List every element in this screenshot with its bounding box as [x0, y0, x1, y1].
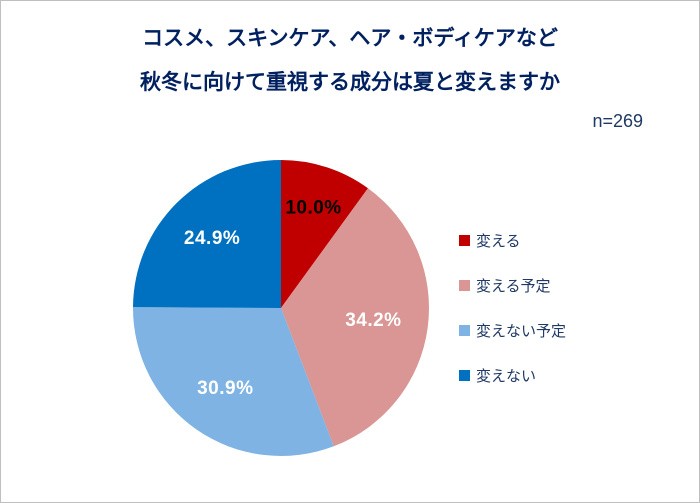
legend-label-変える予定: 変える予定 — [476, 278, 551, 295]
pie-slice-変える — [281, 160, 368, 308]
legend-item-変える: 変える — [459, 231, 566, 250]
pie-value-label-変えない予定: 30.9% — [197, 378, 253, 399]
chart-title-line1: コスメ、スキンケア、ヘア・ボディケアなど — [142, 27, 558, 50]
pie-value-label-変える予定: 34.2% — [345, 310, 401, 331]
pie-value-label-変える: 10.0% — [285, 198, 341, 219]
chart-title-line2: 秋冬に向けて重視する成分は夏と変えますか — [140, 71, 560, 94]
legend-label-変えない: 変えない — [476, 368, 537, 385]
legend: 変える変える予定変えない予定 変えない — [459, 231, 566, 411]
legend-swatch-変えない予定 — [459, 325, 470, 336]
legend-item-変えない予定: 変えない予定 — [459, 321, 566, 340]
legend-swatch-変える予定 — [459, 280, 470, 291]
sample-size-label: n=269 — [592, 111, 643, 131]
pie-chart: 10.0% 34.2% 30.9% 24.9% — [132, 160, 429, 457]
chart-title: コスメ、スキンケア、ヘア・ボディケアなど 秋冬に向けて重視する成分は夏と変えます… — [1, 17, 699, 105]
legend-label-変えない予定: 変えない予定 — [476, 323, 567, 340]
legend-item-変える予定: 変える予定 — [459, 276, 566, 295]
legend-swatch-変える — [459, 235, 470, 246]
legend-item-変えない: 変えない — [459, 366, 566, 385]
pie-slice-変える予定 — [281, 188, 429, 447]
pie-value-label-変えない: 24.9% — [184, 228, 240, 249]
pie-slice-変えない予定 — [132, 307, 334, 457]
legend-label-変える: 変える — [476, 233, 521, 250]
legend-swatch-変えない — [459, 370, 470, 381]
pie-slice-変えない — [133, 160, 281, 308]
